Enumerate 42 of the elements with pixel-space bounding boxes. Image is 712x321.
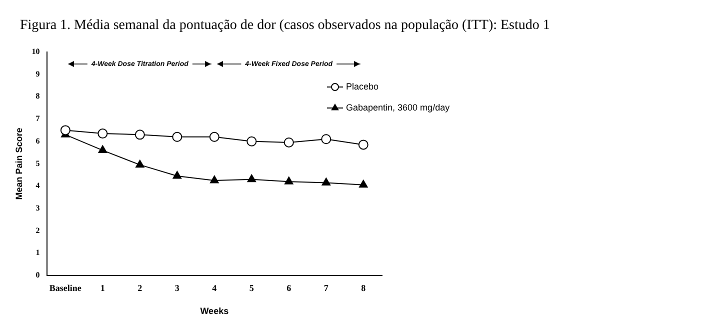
x-axis-title: Weeks [200, 306, 229, 316]
x-tick-label: 7 [324, 283, 329, 294]
x-tick-label: 5 [249, 283, 254, 294]
x-tick-label: 1 [100, 283, 106, 294]
y-tick-label: 6 [36, 136, 40, 146]
point [246, 136, 257, 146]
point [172, 132, 182, 142]
x-tick-label: 2 [138, 283, 143, 294]
point [284, 176, 294, 184]
point [209, 132, 220, 142]
y-tick-label: 10 [32, 47, 40, 56]
x-tick-label: 4 [212, 283, 218, 294]
point [358, 180, 368, 188]
point [98, 145, 108, 154]
chart-title: Figura 1. Média semanal da pontuação de dor (casos observados na população (ITT): Estudo 1 [20, 18, 550, 34]
y-tick-label: 7 [36, 114, 40, 124]
point [210, 175, 219, 184]
legend-label: Gabapentin, 3600 mg/day [346, 102, 450, 112]
point [136, 160, 144, 168]
y-tick-label: 4 [36, 181, 40, 190]
y-axis-title: Mean Pain Score [14, 128, 24, 200]
y-tick-label: 0 [36, 270, 40, 280]
point [284, 137, 294, 148]
point [60, 125, 70, 136]
y-tick-label: 2 [36, 226, 40, 235]
y-tick-label: 9 [36, 69, 40, 78]
x-tick-label: 3 [174, 283, 180, 294]
point [98, 128, 108, 139]
y-tick-label: 5 [36, 158, 40, 168]
x-tick-label: Baseline [49, 283, 82, 294]
x-tick-label: 6 [286, 283, 292, 294]
point [321, 134, 332, 144]
y-tick-label: 3 [36, 203, 40, 212]
y-tick-label: 1 [36, 248, 40, 258]
point [172, 170, 182, 179]
legend-label: Placebo [346, 81, 379, 92]
y-tick-label: 8 [36, 92, 40, 101]
point [358, 140, 368, 150]
point [247, 174, 256, 182]
point [322, 178, 331, 186]
x-tick-label: 8 [361, 283, 366, 294]
point [134, 130, 145, 140]
